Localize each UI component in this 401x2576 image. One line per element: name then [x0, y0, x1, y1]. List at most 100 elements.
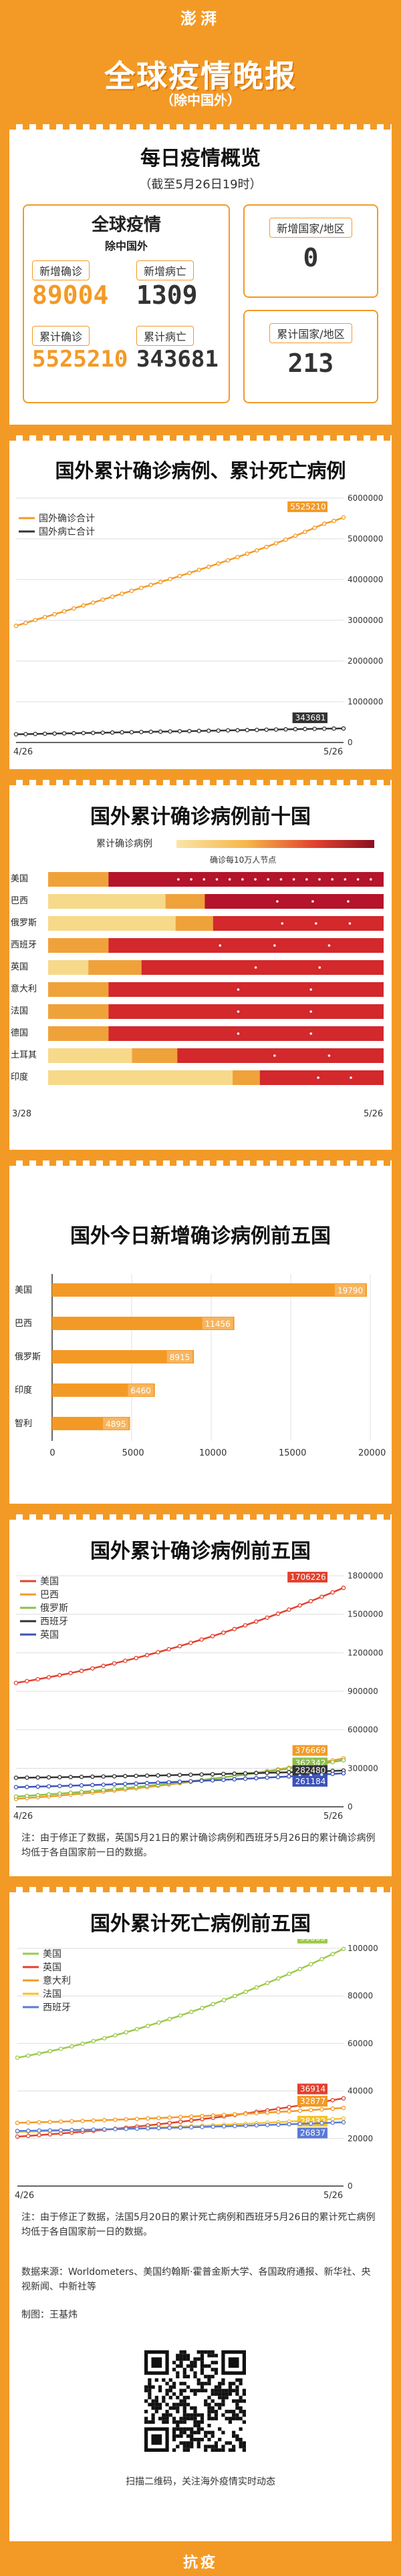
qr-module — [162, 2416, 166, 2420]
data-point — [33, 731, 38, 736]
data-point — [206, 728, 211, 733]
data-point — [341, 2105, 346, 2111]
qr-module — [204, 2374, 208, 2378]
qr-module — [182, 2427, 186, 2431]
data-point — [46, 1775, 51, 1780]
data-point — [23, 620, 28, 626]
divider — [9, 780, 392, 785]
data-point — [37, 2133, 41, 2137]
chart3-plot: 0 5000 10000 15000 20000 美国 19790 巴西 11456 俄罗斯 891… — [15, 1274, 386, 1458]
data-point — [52, 612, 57, 617]
qr-module — [190, 2406, 194, 2410]
data-point — [297, 1603, 302, 1608]
qr-module — [179, 2441, 183, 2445]
heat-cell — [88, 960, 142, 975]
overview-title: 每日疫情概览 — [140, 147, 261, 170]
data-point — [319, 2107, 324, 2112]
qr-module — [154, 2410, 158, 2414]
data-point — [275, 1611, 281, 1617]
qr-module — [214, 2444, 219, 2448]
data-point — [341, 1585, 346, 1590]
data-point — [188, 1779, 193, 1784]
qr-module — [176, 2427, 180, 2431]
node-marker — [254, 878, 257, 881]
data-point — [273, 727, 279, 732]
qr-module — [168, 2385, 172, 2389]
qr-module — [162, 2399, 166, 2403]
total-deaths-label: 累计病亡 — [136, 326, 194, 346]
qr-module — [196, 2378, 200, 2382]
x-tick-label: 4/26 — [13, 1811, 33, 1821]
qr-module — [218, 2402, 222, 2406]
data-point — [46, 1675, 51, 1680]
legend-label: 意大利 — [43, 1975, 71, 1986]
data-point — [13, 1775, 19, 1780]
qr-module — [196, 2427, 200, 2431]
data-point — [178, 2115, 183, 2119]
data-point — [216, 561, 221, 566]
data-point — [319, 2121, 324, 2125]
chart2-title: 国外累计确诊病例前十国 — [90, 805, 311, 829]
data-point — [341, 2116, 346, 2121]
data-point — [210, 1778, 215, 1783]
qr-module — [196, 2424, 200, 2428]
qr-module — [172, 2385, 176, 2389]
data-point — [37, 2120, 41, 2125]
qr-module — [242, 2448, 246, 2452]
data-point — [167, 2125, 172, 2131]
data-point — [210, 1771, 215, 1777]
new-confirmed-label: 新增确诊 — [32, 260, 90, 280]
qr-module — [168, 2388, 172, 2392]
qr-module — [168, 2413, 172, 2417]
qr-module — [196, 2388, 200, 2392]
qr-module — [179, 2416, 183, 2420]
data-point — [177, 1644, 182, 1649]
data-point — [148, 729, 154, 734]
qr-module — [239, 2438, 243, 2442]
data-point — [90, 1789, 95, 1793]
qr-module — [207, 2430, 211, 2434]
data-point — [331, 518, 336, 523]
data-point — [90, 1774, 95, 1779]
qr-module — [204, 2382, 208, 2386]
data-point — [330, 2106, 335, 2111]
x-tick-label: 15000 — [279, 1448, 306, 1458]
data-point — [47, 2128, 53, 2133]
qr-module — [221, 2382, 225, 2386]
qr-module — [207, 2354, 211, 2358]
heat-cell — [108, 938, 384, 953]
node-marker — [344, 878, 347, 881]
data-point — [308, 2121, 313, 2126]
data-point — [123, 1773, 128, 1779]
data-label-bg — [202, 1317, 233, 1329]
qr-module — [221, 2444, 225, 2448]
qr-module — [193, 2374, 197, 2378]
data-point — [25, 1793, 29, 1798]
qr-module — [172, 2406, 176, 2410]
qr-module — [235, 2402, 239, 2406]
qr-module — [207, 2406, 211, 2410]
y-tick-label: 100000 — [348, 1944, 378, 1953]
row-label: 英国 — [11, 962, 28, 972]
qr-module — [207, 2382, 211, 2386]
qr-module — [148, 2420, 152, 2424]
node-marker — [237, 1032, 240, 1035]
data-point — [287, 2122, 291, 2127]
qr-module — [148, 2388, 152, 2392]
heat-cell — [48, 872, 109, 887]
qr-module — [204, 2350, 208, 2354]
qr-module — [176, 2424, 180, 2428]
node-marker — [356, 878, 360, 881]
x-tick-label: 3/28 — [12, 1109, 31, 1119]
node-marker — [228, 878, 231, 881]
qr-module — [196, 2441, 200, 2445]
qr-module — [214, 2413, 219, 2417]
data-point — [287, 1774, 291, 1779]
qr-module — [154, 2396, 158, 2400]
data-point — [330, 2120, 335, 2125]
data-point — [123, 1785, 128, 1791]
y-tick-label: 80000 — [348, 1991, 373, 2000]
qr-module — [154, 2378, 158, 2382]
data-point — [57, 1783, 62, 1789]
qr-module — [211, 2430, 215, 2434]
